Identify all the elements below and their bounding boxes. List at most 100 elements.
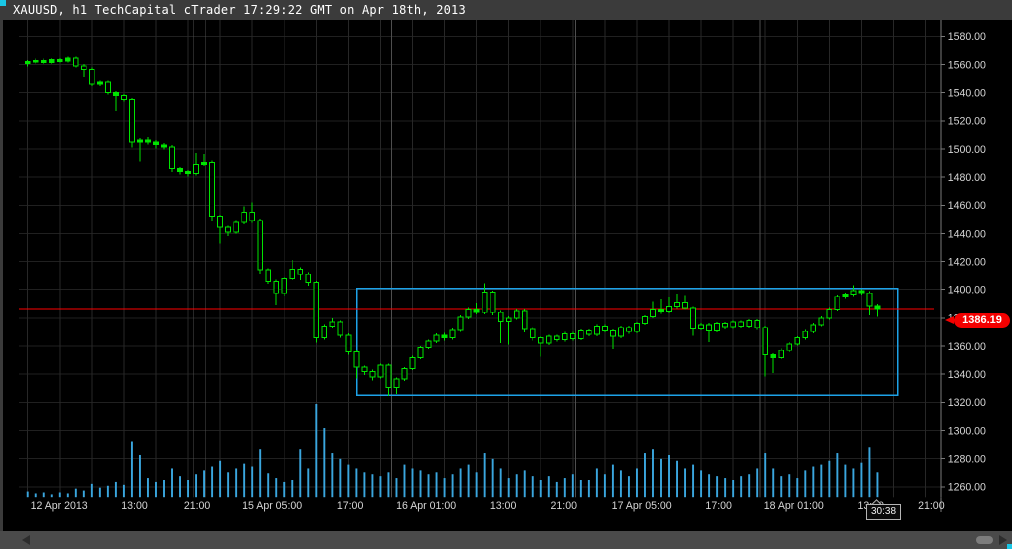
horizontal-scrollbar[interactable] [0,531,1012,549]
candle [642,315,648,324]
candle [521,310,528,330]
volume-bar [235,468,238,498]
volume-bar [114,481,117,498]
candle [810,324,817,332]
volume-bar [523,470,526,498]
candle [409,356,416,370]
candle-countdown-tooltip: 30:38 [866,504,901,520]
price-tick-label: 1400.00 [948,285,986,297]
price-tick-label: 1300.00 [948,425,986,437]
day-separator-lines [192,20,761,498]
candle [137,139,143,143]
candle [569,332,576,339]
rectangle-drawing-annotation[interactable] [356,288,899,397]
candle [48,59,55,63]
price-axis[interactable]: 1260.00 1280.00 1300.00 1320.00 1340.00 1360.… [940,20,986,512]
candle [746,320,753,327]
volume-bar [387,472,390,498]
candle [874,305,881,310]
time-tick-label: 13:00 [121,500,148,512]
candle [169,146,175,170]
time-tick-label: 17:00 [705,500,732,512]
volume-bar [82,490,85,498]
active-chart-marker-icon [0,0,6,6]
volume-bar [796,478,799,498]
time-tick-label: 21:00 [550,500,577,512]
volume-bar [852,468,855,498]
time-tick-label: 17:00 [337,500,364,512]
volume-bar [740,476,743,498]
volume-bar [716,476,719,498]
volume-bar [756,468,759,498]
volume-bar [491,458,494,498]
time-axis[interactable]: 12 Apr 2013 13:00 21:00 15 Apr 05:00 17:00 16… [19,497,993,512]
volume-bar [635,468,638,498]
volume-bar [74,488,77,498]
volume-bar [227,472,230,498]
price-tick-label: 1280.00 [948,453,986,465]
volume-bar [259,449,262,498]
candle [161,144,167,148]
volume-bar [507,478,510,498]
scrollbar-thumb[interactable] [976,536,993,544]
volume-bar [547,476,550,498]
volume-bar [684,468,687,498]
price-tick-label: 1340.00 [948,369,986,381]
candle [80,65,87,70]
volume-bar [187,479,190,498]
candle [369,370,376,378]
candle [842,294,849,298]
volume-bar [299,449,302,498]
price-chart-canvas[interactable]: 1260.00 1280.00 1300.00 1320.00 1340.00 1360.… [0,20,1012,531]
candle [217,216,223,228]
chart-title-bar: XAUUSD, h1 TechCapital cTrader 17:29:22 … [0,0,1012,20]
volume-bar [828,460,831,498]
right-arrow-icon[interactable] [999,535,1007,545]
volume-bar [339,458,342,498]
volume-bar [531,476,534,498]
volume-bar [844,464,847,498]
volume-bar [668,454,670,498]
price-tick-label: 1520.00 [948,116,986,128]
volume-bar [515,474,518,498]
volume-bar [868,447,871,498]
candle [273,280,280,294]
candle [770,353,777,358]
candle [385,364,392,389]
horizontal-gridlines [19,35,941,488]
volume-bar [619,470,622,498]
candle [858,290,865,294]
candle [553,335,560,341]
candle [706,324,712,332]
time-tick-label: 21:00 [184,500,211,512]
volume-bar [179,476,181,498]
time-tick-label: 21:00 [918,500,945,512]
resize-corner-icon [1007,544,1012,549]
price-tick-label: 1560.00 [948,59,986,71]
volume-bar [563,478,566,498]
candle [401,368,408,380]
candle [465,308,472,318]
volume-bar [804,470,807,498]
volume-bar [347,464,350,498]
candle [24,61,31,65]
volume-bar [459,468,462,498]
time-tick-label: 16 Apr 01:00 [396,500,456,512]
volume-bar [58,492,61,498]
candle [497,311,504,322]
candle [754,320,761,329]
candle [129,99,135,143]
candle [425,340,432,348]
candle [593,325,600,335]
left-arrow-icon[interactable] [22,535,30,545]
volume-bar [307,468,310,498]
candle [730,321,737,328]
volume-bar [331,453,334,498]
candle [113,92,119,96]
candle [714,323,721,332]
candle [834,296,841,310]
candle [297,268,304,275]
volume-bar [579,479,582,498]
volume-bar [219,460,222,498]
candle [329,321,336,327]
